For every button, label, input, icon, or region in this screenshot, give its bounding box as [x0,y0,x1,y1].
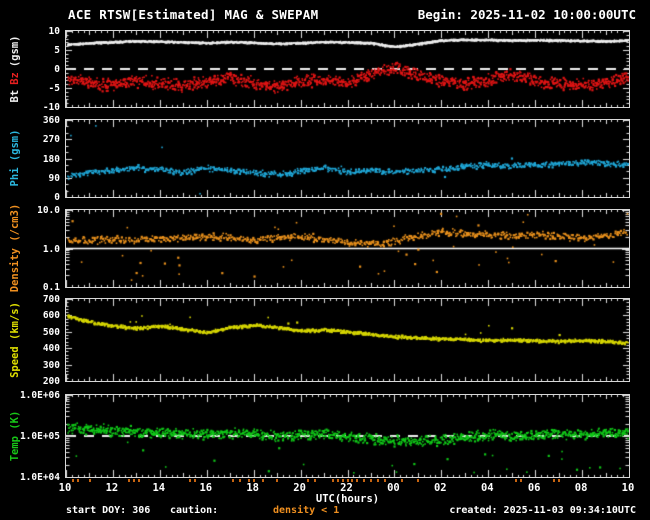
caution-mark [194,479,196,482]
y-tick-label: 180 [42,153,60,165]
x-tick-label: 02 [433,482,447,494]
caution-mark [137,479,140,482]
caution-mark [332,479,335,482]
caution-mark [370,479,372,482]
y-tick-label: 300 [42,359,60,371]
caution-mark [552,479,555,482]
x-tick-label: 10 [58,482,72,494]
start-doy-label: start DOY: 306 [66,505,151,516]
caution-mark [351,479,354,482]
panel-speed [65,298,630,382]
created-timestamp: created: 2025-11-03 09:34:10UTC [449,505,636,516]
caution-mark [341,479,344,482]
caution-value: density < 1 [273,505,340,516]
caution-mark [238,479,241,482]
caution-mark [416,479,419,482]
y-tick-label: 10 [48,26,60,37]
caution-mark [133,479,135,482]
caution-mark [72,479,74,482]
y-tick-label: -5 [48,83,60,94]
caution-mark [346,479,349,482]
y-tick-label: 90 [48,172,60,184]
y-tick-label: 5 [54,45,60,56]
caution-mark [362,479,365,482]
y-tick-label: 500 [42,326,60,338]
caution-mark [557,479,560,482]
y-tick-label: 200 [42,376,60,387]
y-tick-label: 10.0 [37,205,60,216]
caution-mark [337,479,340,482]
panel-density [65,209,630,288]
caution-mark [248,479,250,482]
x-tick-label: 14 [152,482,166,494]
y-tick-label: 0 [54,64,60,75]
begin-timestamp: Begin: 2025-11-02 10:00:00UTC [417,7,636,22]
panel-bt-bz [65,30,630,108]
panel-phi-canvas [66,120,629,197]
caution-marks [65,479,630,483]
y-tick-label: -10 [42,102,60,113]
caution-mark [76,479,79,482]
x-tick-label: 00 [387,482,400,494]
caution-mark [128,479,131,482]
chart-title: ACE RTSW[Estimated] MAG & SWEPAM [68,7,319,22]
y-tick-label: 1.0E+04 [19,472,60,483]
panel-bt-bz-canvas [66,31,629,107]
panel-phi [65,119,630,198]
x-tick-label: 10 [621,482,635,494]
y-tick-label: 600 [42,310,60,322]
y-tick-label: 1.0E+06 [19,390,60,401]
y-tick-label: 360 [42,115,60,126]
y-tick-label: 270 [42,134,60,146]
x-tick-label: 04 [480,482,494,494]
y-tick-label: 0.1 [42,282,60,293]
caution-mark [306,479,309,482]
y-tick-label: 400 [42,343,60,355]
x-tick-label: 18 [246,482,260,494]
y-tick-label: 0 [54,192,60,203]
caution-mark [515,479,518,482]
caution-mark [276,479,279,482]
caution-mark [355,479,358,482]
caution-mark [520,479,523,482]
caution-mark [400,479,403,482]
panel-temp [65,394,630,478]
caution-mark [384,479,386,482]
x-tick-label: 20 [293,482,306,494]
caution-mark [88,479,91,482]
caution-mark [189,479,192,482]
caution-mark [377,479,379,482]
caution-label: caution: [170,505,219,516]
x-tick-label: 22 [340,482,353,494]
x-axis-label: UTC(hours) [315,493,380,505]
x-tick-label: 12 [105,482,119,494]
y-tick-label: 1.0E+05 [19,431,60,442]
panel-speed-canvas [66,299,629,381]
y-tick-label: 1.0 [42,243,60,255]
y-tick-label: 700 [42,294,60,305]
panel-temp-canvas [66,395,629,477]
caution-mark [262,479,265,482]
x-tick-label: 08 [574,482,588,494]
x-tick-label: 16 [199,482,213,494]
panel-density-canvas [66,210,629,287]
caution-mark [231,479,234,482]
caution-mark [313,479,316,482]
caution-mark [252,479,255,482]
x-tick-label: 06 [527,482,541,494]
